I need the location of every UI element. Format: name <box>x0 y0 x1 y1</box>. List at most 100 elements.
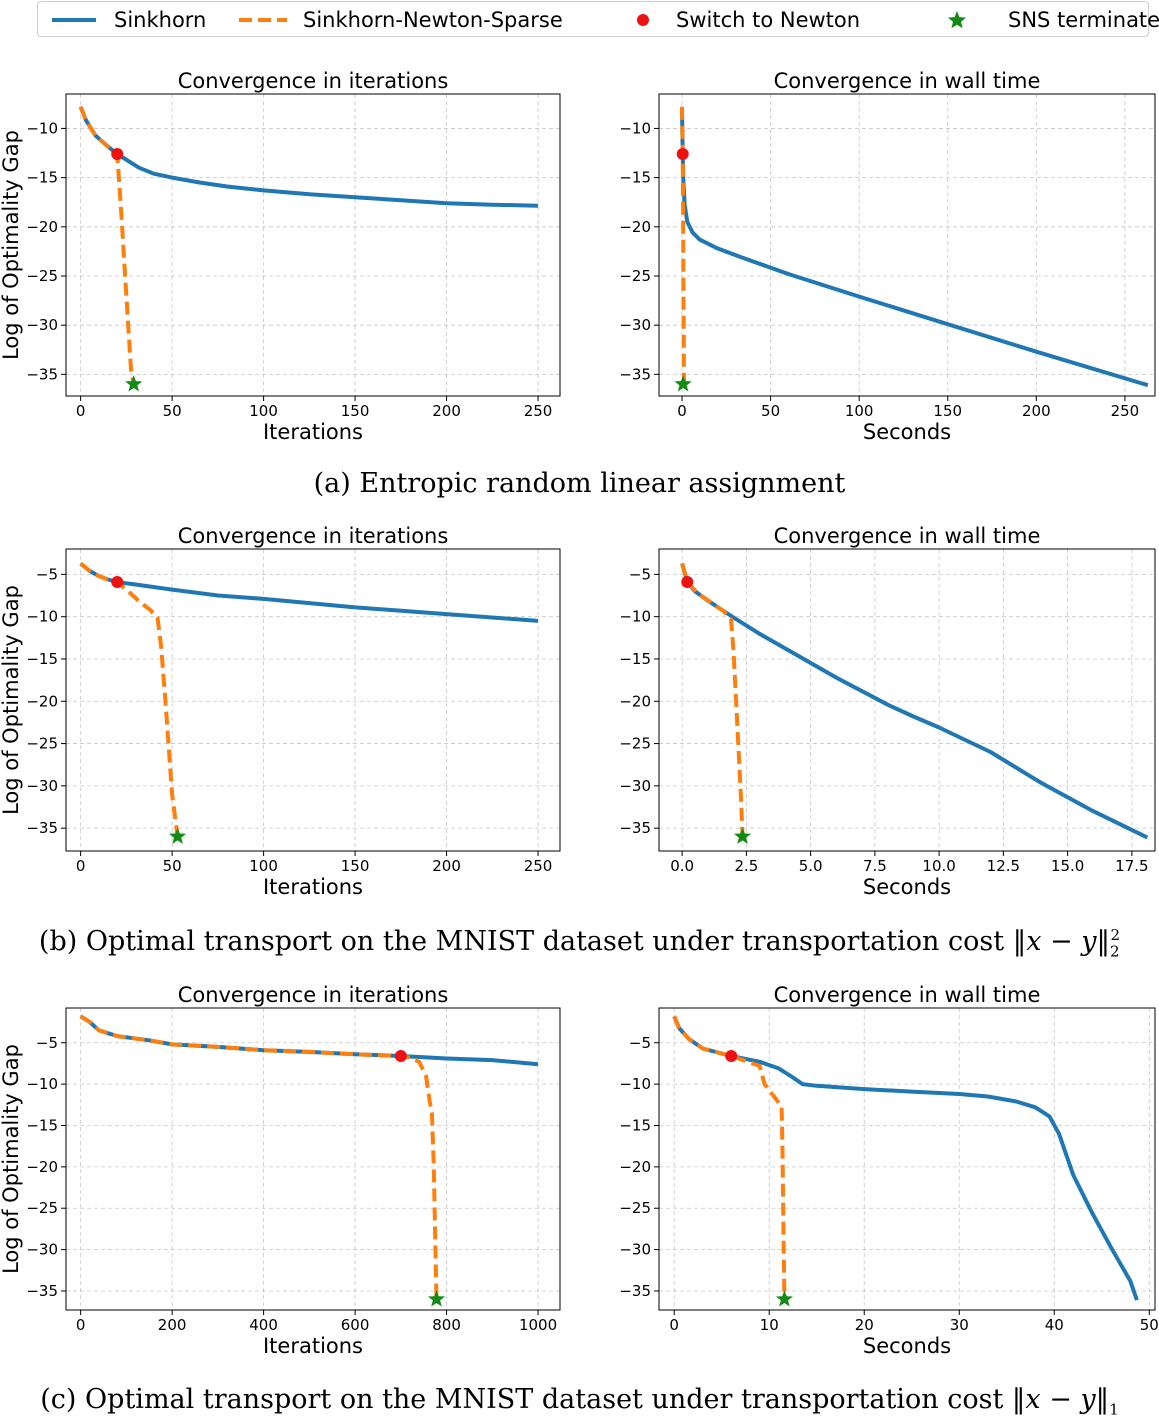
legend-switch-marker-icon <box>637 14 649 26</box>
y-tick-label: −35 <box>26 365 58 383</box>
y-tick-label: −10 <box>26 119 58 137</box>
x-tick-label: 50 <box>761 402 780 420</box>
y-tick-label: −35 <box>619 819 651 837</box>
x-axis-label: Seconds <box>863 420 951 444</box>
caption-b-text: (b) Optimal transport on the MNIST datas… <box>38 926 1005 957</box>
legend-swatch-sinkhorn <box>52 18 96 22</box>
sns-line <box>672 1015 787 1300</box>
y-tick-label: −30 <box>619 777 651 795</box>
y-tick-label: −10 <box>619 1075 651 1093</box>
y-tick-label: −25 <box>619 1199 651 1217</box>
legend-item-switch: Switch to Newton <box>630 2 860 38</box>
x-tick-label: 0 <box>677 402 687 420</box>
y-tick-label: −5 <box>629 565 651 583</box>
x-tick-label: 5.0 <box>799 857 823 875</box>
chart-title: Convergence in iterations <box>178 983 449 1007</box>
terminate-marker <box>169 827 187 844</box>
switch-marker <box>111 575 124 588</box>
caption-c-sub: 1 <box>1109 1400 1119 1418</box>
x-tick-label: 400 <box>249 1316 278 1334</box>
switch-marker <box>681 575 694 588</box>
x-tick-label: 0 <box>76 402 86 420</box>
x-tick-label: 2.5 <box>734 857 758 875</box>
x-tick-label: 100 <box>249 402 278 420</box>
x-tick-label: 20 <box>855 1316 874 1334</box>
y-tick-label: −20 <box>26 1158 58 1176</box>
sns-line <box>78 106 136 385</box>
y-tick-label: −35 <box>619 365 651 383</box>
y-tick-label: −10 <box>26 1075 58 1093</box>
chart-a-left: 0 50 100 150 200 250 −10 −15 −20 −25 −30 −35 Converg… <box>0 69 561 444</box>
x-axis-label: Seconds <box>863 875 951 899</box>
chart-title: Convergence in wall time <box>774 69 1041 93</box>
caption-b-math: ‖x − y‖ <box>1012 926 1110 957</box>
x-tick-label: 15.0 <box>1051 857 1084 875</box>
plot-frame <box>65 93 561 397</box>
y-tick-label: −20 <box>26 692 58 710</box>
sns-line <box>79 561 180 837</box>
y-tick-label: −35 <box>26 1282 58 1300</box>
legend: Sinkhorn Sinkhorn-Newton-Sparse Switch t… <box>37 1 1159 38</box>
y-tick-label: −30 <box>26 1241 58 1259</box>
sns-line <box>79 1014 439 1300</box>
y-tick-label: −25 <box>619 735 651 753</box>
y-tick-label: −5 <box>629 1034 651 1052</box>
switch-marker <box>676 148 689 161</box>
x-tick-label: 50 <box>1140 1316 1159 1334</box>
legend-item-terminate: SNS terminates <box>944 2 1159 38</box>
sinkhorn-line <box>680 106 1149 388</box>
terminate-marker <box>775 1290 793 1307</box>
x-tick-label: 250 <box>1111 402 1140 420</box>
y-tick-label: −15 <box>619 1116 651 1134</box>
y-tick-label: −15 <box>619 169 651 187</box>
y-tick-label: −25 <box>619 267 651 285</box>
y-tick-label: −10 <box>619 119 651 137</box>
x-tick-label: 30 <box>950 1316 969 1334</box>
x-tick-label: 10 <box>760 1316 779 1334</box>
caption-b-sub: 2 <box>1109 942 1120 961</box>
legend-label-sinkhorn: Sinkhorn <box>114 8 207 32</box>
x-tick-label: 0 <box>76 1316 86 1334</box>
chart-b-right: 0.0 2.5 5.0 7.5 10.0 12.5 15.0 17.5 −5 −10 −15 −20 −… <box>619 524 1156 899</box>
sinkhorn-line <box>78 106 539 208</box>
caption-c: (c) Optimal transport on the MNIST datas… <box>0 1384 1159 1418</box>
y-tick-label: −25 <box>26 1199 58 1217</box>
x-tick-label: 600 <box>341 1316 370 1334</box>
y-tick-label: −15 <box>26 1116 58 1134</box>
chart-c-right: 0 10 20 30 40 50 −5 −10 −15 −20 −25 −30 −35 Convergen… <box>619 983 1159 1358</box>
x-tick-label: 10.0 <box>922 857 955 875</box>
sinkhorn-line <box>680 562 1149 840</box>
x-tick-label: 200 <box>158 1316 187 1334</box>
x-tick-label: 0.0 <box>670 857 694 875</box>
y-tick-label: −20 <box>619 692 651 710</box>
x-tick-label: 150 <box>341 402 370 420</box>
x-tick-label: 0 <box>669 1316 679 1334</box>
plot-frame <box>658 1007 1156 1311</box>
y-axis-label: Log of Optimality Gap <box>0 585 23 815</box>
y-tick-label: −5 <box>36 565 58 583</box>
sns-line <box>680 562 745 837</box>
x-axis-label: Iterations <box>263 420 363 444</box>
terminate-marker <box>125 375 143 392</box>
y-tick-label: −15 <box>26 650 58 668</box>
y-tick-label: −35 <box>26 819 58 837</box>
terminate-marker <box>674 375 692 392</box>
chart-b-left: 0 50 100 150 200 250 −5 −10 −15 −20 −25 −30 −35 Conve… <box>0 524 561 899</box>
y-tick-label: −10 <box>619 608 651 626</box>
legend-label-sns: Sinkhorn-Newton-Sparse <box>303 8 563 32</box>
chart-title: Convergence in wall time <box>774 524 1041 548</box>
y-tick-label: −20 <box>26 218 58 236</box>
legend-item-sns: Sinkhorn-Newton-Sparse <box>233 2 563 38</box>
caption-a: (a) Entropic random linear assignment <box>313 468 846 499</box>
x-tick-label: 50 <box>163 857 182 875</box>
switch-marker <box>111 148 124 161</box>
x-tick-label: 50 <box>163 402 182 420</box>
y-axis-label: Log of Optimality Gap <box>0 1044 23 1274</box>
plot-frame <box>65 548 561 852</box>
y-tick-label: −30 <box>619 316 651 334</box>
chart-title: Convergence in wall time <box>774 983 1041 1007</box>
caption-b: (b) Optimal transport on the MNIST datas… <box>0 926 1159 960</box>
terminate-marker <box>427 1290 446 1307</box>
x-tick-label: 200 <box>1022 402 1051 420</box>
